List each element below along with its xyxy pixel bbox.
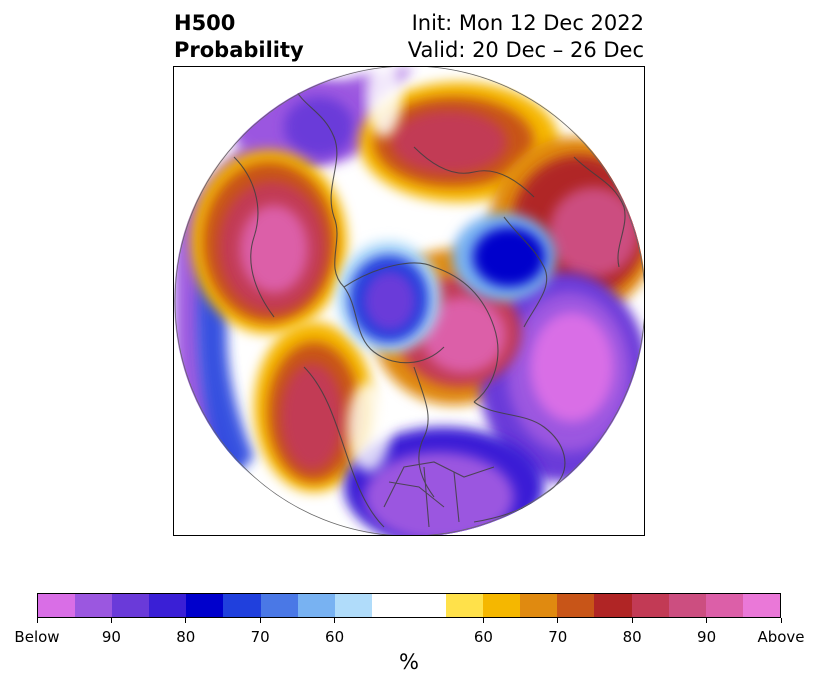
ridge-pink-west: [240, 205, 308, 293]
init-time-label: Init: Mon 12 Dec 2022: [411, 11, 644, 35]
colorbar-swatch: [446, 594, 484, 617]
colorbar-swatch: [112, 594, 150, 617]
colorbar-tick-mark: [259, 618, 261, 623]
colorbar-swatch: [742, 594, 780, 617]
title-line-probability: Probability: [174, 38, 304, 62]
trough-east-core: [530, 312, 614, 422]
trough-central-core: [364, 271, 416, 331]
colorbar-tick-label: 80: [176, 628, 196, 646]
colorbar-tick-mark: [36, 618, 38, 623]
colorbar-swatch: [483, 594, 521, 617]
colorbar-tick-label: 60: [473, 628, 493, 646]
map-boundary-circle: [174, 67, 644, 535]
colorbar: [37, 593, 781, 618]
colorbar-tick-mark: [631, 618, 633, 623]
colorbar-tick-label: Below: [14, 628, 60, 646]
colorbar-tick-mark: [706, 618, 708, 623]
colorbar-tick-mark: [482, 618, 484, 623]
colorbar-tick-mark: [110, 618, 112, 623]
colorbar-tick-label: 70: [548, 628, 568, 646]
colorbar-swatch: [38, 594, 76, 617]
colorbar-tick-mark: [185, 618, 187, 623]
colorbar-tick-label: Above: [757, 628, 805, 646]
title-line-h500: H500: [174, 11, 236, 35]
map-title: H500 Probability: [174, 10, 304, 64]
trough-south-mid: [364, 452, 514, 535]
colorbar-swatch: [334, 594, 372, 617]
polar-map: [173, 66, 645, 536]
colorbar-tick-label: 60: [325, 628, 345, 646]
colorbar-tick-label: 90: [697, 628, 717, 646]
ridge-red-sw: [280, 363, 344, 471]
neutral-gap-north: [366, 67, 402, 137]
ridge-central-core: [422, 297, 506, 373]
ridge-red-north: [391, 110, 507, 174]
colorbar-swatch: [186, 594, 224, 617]
run-info: Init: Mon 12 Dec 2022 Valid: 20 Dec – 26…: [408, 10, 644, 64]
colorbar-swatch: [594, 594, 632, 617]
colorbar-tick-mark: [334, 618, 336, 623]
colorbar-swatch: [631, 594, 669, 617]
colorbar-tick-mark: [557, 618, 559, 623]
colorbar-tick-mark: [780, 618, 782, 623]
neutral-gap-south: [347, 382, 391, 472]
anomaly-below-nw-core: [284, 97, 354, 157]
valid-period-label: Valid: 20 Dec – 26 Dec: [407, 38, 644, 62]
colorbar-unit: %: [399, 650, 419, 674]
trough-polar: [473, 227, 545, 287]
colorbar-tick-label: 90: [101, 628, 121, 646]
ridge-pink-ne: [549, 187, 639, 277]
colorbar-swatch: [223, 594, 261, 617]
colorbar-swatch: [668, 594, 706, 617]
colorbar-swatch: [557, 594, 595, 617]
colorbar-swatch: [149, 594, 187, 617]
colorbar-swatch: [705, 594, 743, 617]
colorbar-swatch: [371, 594, 447, 617]
colorbar-tick-label: 70: [250, 628, 270, 646]
polar-stereographic-map: [174, 67, 644, 535]
colorbar-swatch: [520, 594, 558, 617]
colorbar-swatch: [297, 594, 335, 617]
colorbar-tick-label: 80: [622, 628, 642, 646]
coastlines: [233, 86, 626, 528]
colorbar-swatch: [260, 594, 298, 617]
colorbar-swatch: [75, 594, 113, 617]
